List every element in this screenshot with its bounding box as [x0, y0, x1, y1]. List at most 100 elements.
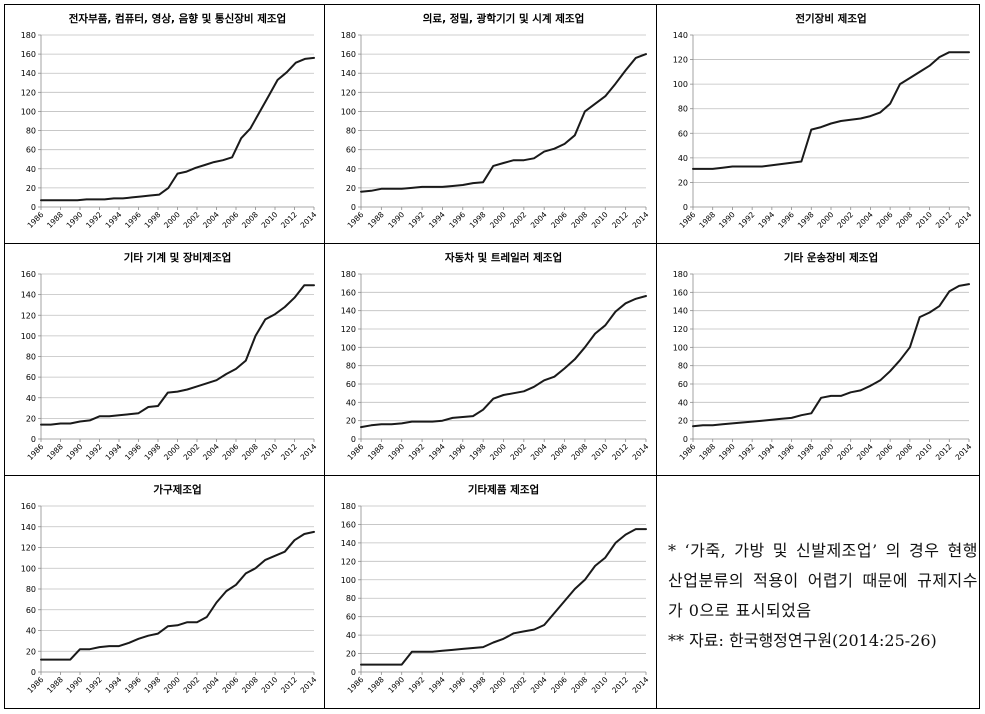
y-tick-label: 160 — [341, 50, 356, 59]
x-tick-label: 2004 — [201, 675, 221, 695]
x-tick-label: 2012 — [610, 442, 630, 462]
x-tick-label: 1996 — [776, 442, 796, 462]
x-tick-label: 1988 — [45, 442, 65, 462]
x-tick-label: 1992 — [407, 210, 427, 230]
y-tick-label: 20 — [26, 647, 36, 656]
y-tick-label: 20 — [346, 184, 356, 193]
x-tick-label: 2002 — [508, 442, 528, 462]
x-tick-label: 1998 — [796, 442, 816, 462]
x-tick-label: 2008 — [894, 210, 914, 230]
x-tick-label: 2010 — [590, 675, 610, 695]
x-tick-label: 1994 — [104, 210, 124, 230]
x-tick-label: 1998 — [468, 442, 488, 462]
y-tick-label: 0 — [31, 668, 36, 677]
x-tick-label: 1988 — [366, 210, 386, 230]
x-tick-label: 1990 — [386, 675, 406, 695]
series-line — [40, 530, 315, 661]
chart-panel-machinery: 기타 기계 및 장비제조업 0 20 40 60 80 100 120 140 160 1986 19… — [5, 244, 324, 475]
chart-panel-furniture: 가구제조업 0 20 40 60 80 100 120 140 160 1986 1988 1990 19… — [5, 476, 324, 708]
y-tick-label: 140 — [21, 291, 36, 300]
y-tick-label: 60 — [346, 146, 356, 155]
x-tick-label: 1998 — [143, 675, 163, 695]
y-tick-label: 60 — [678, 380, 688, 389]
x-tick-label: 1990 — [386, 442, 406, 462]
x-tick-label: 1996 — [123, 210, 143, 230]
x-tick-label: 1990 — [65, 675, 85, 695]
y-tick-label: 80 — [678, 105, 688, 114]
x-tick-label: 1998 — [468, 675, 488, 695]
y-tick-label: 80 — [346, 362, 356, 371]
x-tick-label: 2000 — [816, 442, 836, 462]
y-tick-label: 100 — [21, 332, 36, 341]
x-tick-label: 2006 — [549, 675, 569, 695]
x-tick-label: 2010 — [914, 442, 934, 462]
chart-title: 전자부품, 컴퓨터, 영상, 음향 및 통신장비 제조업 — [69, 12, 286, 25]
x-tick-label: 2008 — [240, 675, 260, 695]
x-tick-label: 2006 — [221, 442, 241, 462]
x-tick-label: 1988 — [366, 442, 386, 462]
x-tick-label: 1990 — [65, 210, 85, 230]
x-tick-label: 2002 — [508, 210, 528, 230]
x-tick-label: 2006 — [221, 675, 241, 695]
x-tick-label: 1996 — [447, 210, 467, 230]
x-tick-label: 1998 — [143, 442, 163, 462]
x-tick-label: 2002 — [182, 675, 202, 695]
x-tick-label: 1996 — [123, 442, 143, 462]
x-tick-label: 1988 — [697, 442, 717, 462]
y-tick-label: 0 — [31, 435, 36, 444]
y-tick-label: 160 — [21, 50, 36, 59]
x-tick-label: 2004 — [201, 442, 221, 462]
x-tick-label: 2014 — [299, 675, 319, 695]
y-tick-label: 120 — [673, 56, 688, 65]
x-tick-label: 1994 — [756, 442, 776, 462]
series-line — [360, 53, 647, 193]
x-tick-label: 1990 — [65, 442, 85, 462]
footnotes: * ‘가죽, 가방 및 신발제조업’ 의 경우 현행 산업분류의 적용이 어렵기… — [668, 536, 978, 656]
x-tick-label: 2010 — [590, 210, 610, 230]
x-tick-label: 2006 — [875, 442, 895, 462]
y-tick-label: 60 — [26, 146, 36, 155]
x-tick-label: 1996 — [447, 442, 467, 462]
chart-2: 의료, 정밀, 광학기기 및 시계 제조업 0 20 40 60 80 100 120 140 1… — [341, 12, 651, 230]
x-tick-label: 2012 — [279, 442, 299, 462]
chart-panel-electronics: 전자부품, 컴퓨터, 영상, 음향 및 통신장비 제조업 0 20 40 60 80 100… — [5, 5, 324, 243]
chart-title: 기타제품 제조업 — [468, 483, 539, 496]
x-tick-label: 2012 — [279, 210, 299, 230]
x-tick-label: 2008 — [240, 210, 260, 230]
series-line — [360, 295, 647, 429]
x-tick-label: 2014 — [954, 210, 974, 230]
y-tick-label: 180 — [341, 31, 356, 40]
y-tick-label: 100 — [673, 80, 688, 89]
y-tick-label: 20 — [26, 184, 36, 193]
x-tick-label: 1998 — [143, 210, 163, 230]
y-tick-label: 80 — [26, 585, 36, 594]
chart-panel-automobile: 자동차 및 트레일러 제조업 0 20 40 60 80 100 120 140 160 180 19… — [325, 244, 656, 475]
y-tick-label: 100 — [341, 107, 356, 116]
series-line — [692, 283, 970, 428]
x-tick-label: 2004 — [529, 442, 549, 462]
y-tick-label: 160 — [673, 288, 688, 297]
y-tick-label: 80 — [678, 362, 688, 371]
y-tick-label: 20 — [26, 414, 36, 423]
series-line — [40, 284, 315, 426]
x-tick-label: 2002 — [508, 675, 528, 695]
y-tick-label: 100 — [341, 576, 356, 585]
y-tick-label: 0 — [683, 203, 688, 212]
grid-divider-h1 — [4, 243, 980, 244]
grid-border-right — [979, 4, 980, 709]
footnote-source: ** 자료: 한국행정연구원(2014:25-26) — [668, 631, 937, 650]
x-tick-label: 1992 — [407, 442, 427, 462]
y-tick-label: 160 — [21, 502, 36, 511]
x-tick-label: 1996 — [123, 675, 143, 695]
x-tick-label: 1994 — [427, 442, 447, 462]
x-tick-label: 2006 — [221, 210, 241, 230]
y-tick-label: 140 — [341, 69, 356, 78]
x-tick-label: 1992 — [407, 675, 427, 695]
y-tick-label: 120 — [21, 311, 36, 320]
chart-8: 기타제품 제조업 0 20 40 60 80 100 120 140 160 180 1986 1988… — [341, 483, 651, 695]
x-tick-label: 1996 — [447, 675, 467, 695]
x-tick-label: 2000 — [488, 442, 508, 462]
